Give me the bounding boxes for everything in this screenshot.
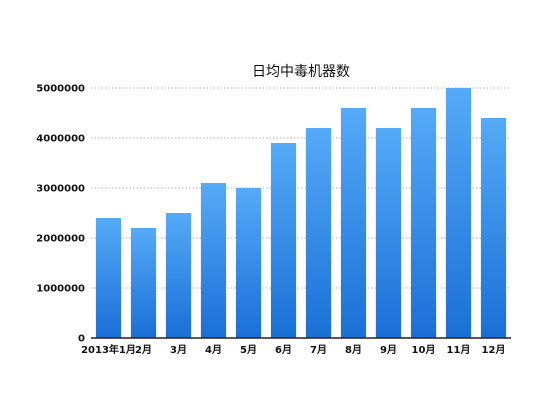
bar [95,218,122,338]
bar [130,228,157,338]
bar [445,88,472,338]
x-tick-label: 11月 [447,344,471,356]
chart-title: 日均中毒机器数 [252,64,350,80]
bar [480,118,507,338]
y-axis-ticks: 0 1000000 2000000 3000000 4000000 5000000 [36,84,85,345]
y-tick-label: 5000000 [36,84,85,95]
y-tick-label: 4000000 [36,134,85,145]
bar [235,188,262,338]
bars [95,88,507,338]
x-tick-label: 5月 [240,344,257,356]
bar [165,213,192,338]
y-tick-label: 0 [78,334,85,345]
x-tick-label: 2月 [135,344,152,356]
x-tick-label: 6月 [275,344,292,356]
x-tick-label: 10月 [412,344,436,356]
x-axis-ticks: 2013年1月 2月 3月 4月 5月 6月 7月 8月 9月 10月 11月 12月 [81,343,505,356]
x-tick-label: 4月 [205,344,222,356]
y-tick-label: 3000000 [36,184,85,195]
bar [340,108,367,338]
bar [200,183,227,338]
x-tick-label: 12月 [482,344,506,356]
y-tick-label: 2000000 [36,234,85,245]
bar [410,108,437,338]
bar [305,128,332,338]
bar [375,128,402,338]
y-tick-label: 1000000 [36,284,85,295]
x-tick-label: 9月 [380,344,397,356]
x-tick-label: 2013年1月 [81,343,136,356]
bar [270,143,297,338]
x-tick-label: 3月 [170,344,187,356]
grid-lines [91,87,511,289]
x-tick-label: 8月 [345,344,362,356]
x-tick-label: 7月 [310,344,327,356]
